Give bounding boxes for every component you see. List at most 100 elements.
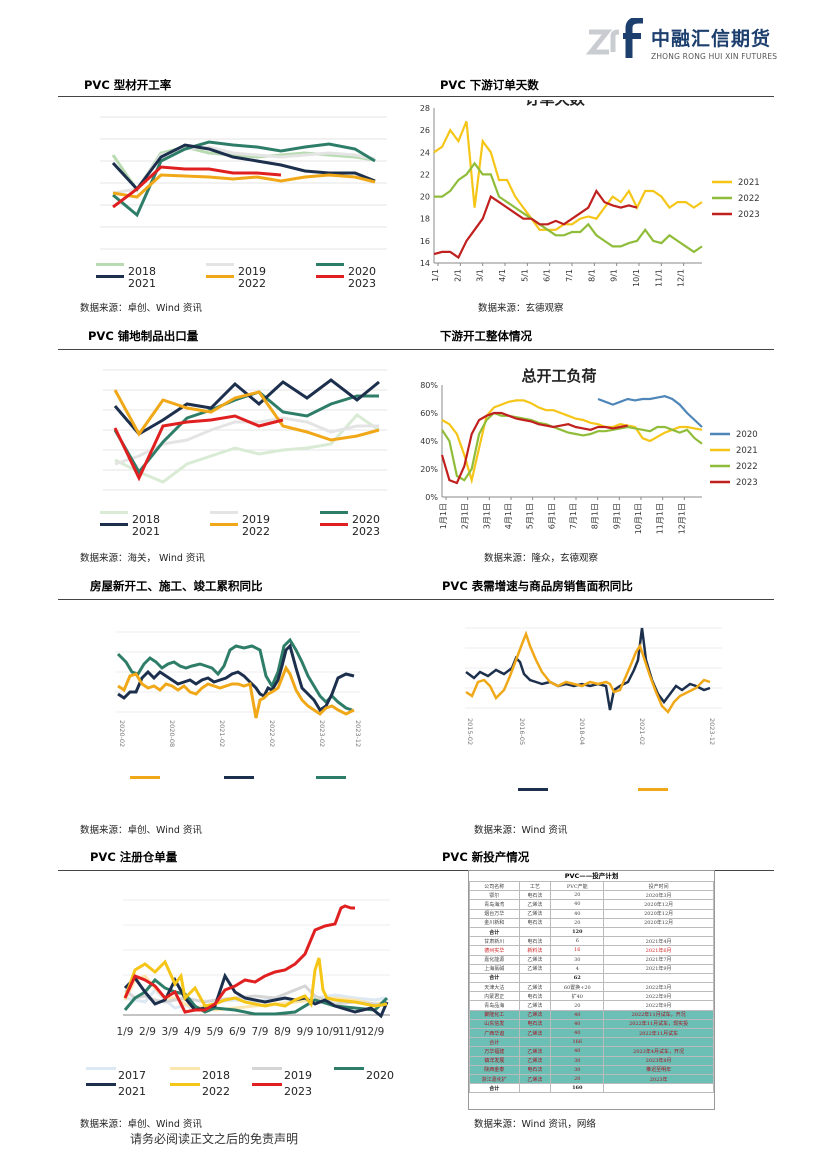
legend-swatch-2019 bbox=[252, 1067, 282, 1070]
series-housing-orange-line bbox=[117, 664, 355, 719]
table-cell: 16 bbox=[550, 945, 605, 956]
x-tick-label: 11月1日 bbox=[656, 503, 665, 534]
panel-title: PVC 型材开工率 bbox=[84, 78, 172, 92]
table-cell: 电石法 bbox=[518, 1018, 552, 1030]
x-tick-label: 6月1日 bbox=[547, 503, 556, 529]
table-cell bbox=[603, 1037, 714, 1048]
table-header: 公司名称 bbox=[469, 880, 520, 892]
table-cell: 20 bbox=[550, 917, 605, 928]
series-2021-line bbox=[111, 143, 376, 192]
legend-label: 2022 bbox=[242, 525, 270, 538]
series-2020-line bbox=[113, 390, 379, 475]
series-demand-orange-line bbox=[465, 630, 711, 715]
x-tick-label: 10/1 bbox=[632, 269, 641, 287]
x-tick-label: 4/9 bbox=[184, 1026, 201, 1038]
order-days-chart: 订单天数14161820222426281/12/13/14/15/16/17/… bbox=[420, 100, 760, 287]
series-2022-line bbox=[441, 411, 703, 482]
x-tick-label: 1月1日 bbox=[439, 503, 448, 529]
table-cell: 推迟至明年 bbox=[603, 1064, 714, 1075]
table-row: 镇洋发展 乙烯法 30 2023年8月 bbox=[469, 1055, 714, 1066]
section-divider bbox=[58, 870, 774, 871]
series-2023-line bbox=[440, 411, 628, 485]
housing-legend-swatch bbox=[224, 776, 254, 779]
table-row: 金川新和 电石法 20 2020年12月 bbox=[469, 917, 714, 928]
table-cell: 2023年4月试车，开况 bbox=[603, 1046, 714, 1057]
legend-label: 2021 bbox=[118, 1085, 146, 1098]
table-cell: 嘉化能源 bbox=[469, 954, 520, 965]
x-tick-label: 9/1 bbox=[610, 269, 619, 282]
table-cell: 鄂尔 bbox=[469, 890, 520, 901]
table-row: 合计 62 bbox=[469, 972, 714, 984]
table-cell: 乙烯法 bbox=[518, 1055, 552, 1066]
svg-text:2021-02: 2021-02 bbox=[218, 720, 226, 747]
table-cell: 乙烯法 bbox=[518, 963, 552, 974]
legend-label: 2018 bbox=[132, 513, 160, 526]
table-cell: 合计 bbox=[469, 1037, 520, 1048]
y-tick-label: 40% bbox=[420, 437, 438, 446]
table-cell: 乙烯法 bbox=[518, 1046, 552, 1057]
legend-swatch-2021 bbox=[100, 523, 128, 526]
x-tick-label: 4月1日 bbox=[504, 503, 513, 529]
legend-swatch-2017 bbox=[86, 1067, 116, 1070]
x-tick-label: 12/1 bbox=[677, 269, 686, 287]
legend-label: 2021 bbox=[736, 446, 758, 456]
y-tick-label: 20 bbox=[420, 193, 430, 202]
legend-swatch-2022 bbox=[210, 523, 238, 526]
chart-legend: 2017 2018 2019 2020 2021 2022 2023 bbox=[86, 1066, 406, 1098]
table-cell: 2022年9月 bbox=[603, 1000, 714, 1011]
table-cell: 2020年3月 bbox=[603, 890, 714, 901]
table-cell: 乙烯法 bbox=[518, 1073, 552, 1085]
table-cell: 电石法 bbox=[518, 890, 552, 901]
table-cell: 2022年9月 bbox=[603, 991, 714, 1002]
x-tick-label: 9/9 bbox=[297, 1026, 314, 1038]
table-row: 陕西金泰 电石法 30 推迟至明年 bbox=[469, 1064, 714, 1075]
table-cell: 万华福建 bbox=[469, 1046, 520, 1057]
brand-logo: 中融汇信期货 ZHONG RONG HUI XIN FUTURES bbox=[585, 18, 785, 64]
table-header: 工艺 bbox=[518, 880, 552, 892]
legend-label: 2020 bbox=[736, 430, 758, 440]
table-header-row: 公司名称 工艺 PVC产能 投产时间 bbox=[469, 880, 714, 892]
series-2020-line bbox=[597, 395, 703, 428]
table-row: 上海氯碱 乙烯法 4 2021年9月 bbox=[469, 963, 714, 974]
x-tick-label: 2/1 bbox=[453, 269, 462, 282]
series-2023-line bbox=[123, 904, 355, 1014]
table-cell: 40 bbox=[550, 1027, 605, 1039]
series-2022-line bbox=[123, 957, 388, 1008]
panel-title: PVC 铺地制品出口量 bbox=[88, 329, 199, 343]
svg-text:2023-02: 2023-02 bbox=[318, 720, 326, 747]
table-cell: 合计 bbox=[469, 972, 520, 984]
x-tick-label: 5月1日 bbox=[526, 503, 535, 529]
table-cell: 2023年 bbox=[603, 1073, 714, 1085]
y-tick-label: 60% bbox=[420, 409, 438, 418]
section-divider bbox=[58, 96, 774, 97]
y-tick-label: 22 bbox=[420, 170, 430, 179]
data-source: 数据来源：卓创、Wind 资讯 bbox=[80, 1119, 202, 1130]
x-tick-label: 11/1 bbox=[654, 269, 663, 287]
table-cell: 天津大沽 bbox=[469, 982, 520, 993]
table-cell: 120 bbox=[550, 926, 605, 938]
series-2021-line bbox=[113, 378, 380, 436]
svg-text:2021-02: 2021-02 bbox=[638, 718, 646, 745]
table-row: 万华福建 乙烯法 40 2023年4月试车，开况 bbox=[469, 1046, 714, 1057]
x-tick-label: 6/1 bbox=[543, 269, 552, 282]
legend-label: 2019 bbox=[242, 513, 270, 526]
y-tick-label: 28 bbox=[420, 104, 430, 113]
x-tick-label: 12月1日 bbox=[677, 503, 686, 534]
chart-title: 总开工负荷 bbox=[521, 367, 596, 385]
table-cell: 浙江嘉化扩 bbox=[469, 1073, 520, 1085]
table-cell bbox=[518, 1037, 552, 1048]
table-cell: 30 bbox=[550, 954, 605, 965]
x-tick-label: 8月1日 bbox=[591, 503, 600, 529]
panel-title: PVC 注册仓单量 bbox=[90, 850, 178, 864]
y-tick-label: 16 bbox=[420, 237, 430, 246]
x-tick-label: 10/9 bbox=[316, 1026, 340, 1038]
table-cell: 电石法 bbox=[518, 1064, 552, 1075]
legend-swatch-2018 bbox=[100, 511, 128, 514]
table-cell: 乙烯法 bbox=[518, 908, 552, 919]
legend-swatch-2023 bbox=[320, 523, 348, 526]
x-tick-label: 8/9 bbox=[274, 1026, 291, 1038]
svg-text:2020-08: 2020-08 bbox=[168, 720, 176, 747]
table-row: 合计 160 bbox=[469, 1083, 714, 1094]
legend-label: 2023 bbox=[738, 210, 760, 220]
chart-legend: 2018 2019 2020 2021 2022 2023 bbox=[100, 510, 400, 540]
